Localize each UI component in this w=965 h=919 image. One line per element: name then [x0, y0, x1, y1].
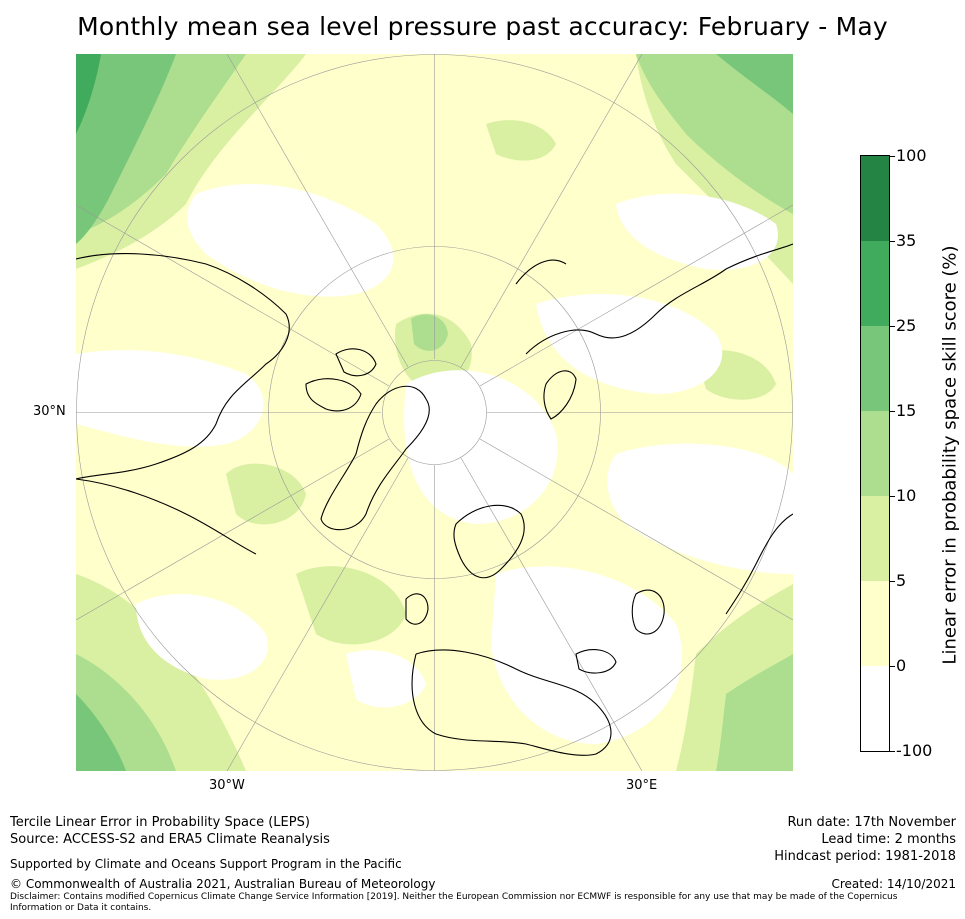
- polar-map: [76, 54, 793, 771]
- created-date: Created: 14/10/2021: [831, 877, 956, 891]
- longitude-label-west: 30°W: [209, 778, 245, 793]
- colorbar-tick-mark: [890, 156, 895, 157]
- coastlines: [76, 243, 793, 756]
- skill-15-25-regions: [76, 54, 793, 771]
- colorbar-tick-mark: [890, 241, 895, 242]
- colorbar-tick-label: 100: [896, 146, 927, 165]
- copyright-text: © Commonwealth of Australia 2021, Austra…: [10, 877, 436, 891]
- colorbar: [860, 155, 890, 752]
- lead-time: Lead time: 2 months: [821, 832, 956, 847]
- disclaimer-line-1: Disclaimer: Contains modified Copernicus…: [10, 892, 898, 902]
- colorbar-bin-0-5: [861, 581, 889, 666]
- disclaimer-line-2: Information or Data it contains.: [10, 903, 152, 913]
- colorbar-tick-label: 15: [896, 401, 917, 420]
- support-text: Supported by Climate and Oceans Support …: [10, 857, 402, 871]
- colorbar-tick-label: 35: [896, 231, 917, 250]
- colorbar-title: Linear error in probability space skill …: [939, 245, 961, 665]
- colorbar-bin-25-35: [861, 241, 889, 326]
- skill-25-35-regions: [76, 54, 101, 134]
- method-text: Tercile Linear Error in Probability Spac…: [10, 815, 310, 830]
- chart-title: Monthly mean sea level pressure past acc…: [77, 12, 888, 41]
- skill-negative-regions: [76, 184, 793, 744]
- colorbar-bin-15-25: [861, 326, 889, 411]
- colorbar-tick-label: 10: [896, 486, 917, 505]
- colorbar-tick-label: 25: [896, 316, 917, 335]
- colorbar-bin-10-15: [861, 411, 889, 496]
- colorbar-bin-35-100: [861, 156, 889, 241]
- colorbar-bin--100-0: [861, 666, 889, 751]
- source-text: Source: ACCESS-S2 and ERA5 Climate Reana…: [10, 832, 330, 847]
- latitude-label: 30°N: [33, 404, 66, 419]
- colorbar-tick-label: -100: [896, 741, 933, 760]
- colorbar-tick-mark: [890, 581, 895, 582]
- colorbar-tick-mark: [890, 496, 895, 497]
- colorbar-tick-mark: [890, 326, 895, 327]
- run-date: Run date: 17th November: [787, 815, 956, 830]
- colorbar-tick-label: 5: [896, 571, 907, 590]
- hindcast-period: Hindcast period: 1981-2018: [774, 849, 956, 864]
- colorbar-bin-5-10: [861, 496, 889, 581]
- colorbar-tick-mark: [890, 751, 895, 752]
- colorbar-tick-label: 0: [896, 656, 907, 675]
- longitude-label-east: 30°E: [626, 778, 658, 793]
- colorbar-tick-mark: [890, 411, 895, 412]
- colorbar-tick-mark: [890, 666, 895, 667]
